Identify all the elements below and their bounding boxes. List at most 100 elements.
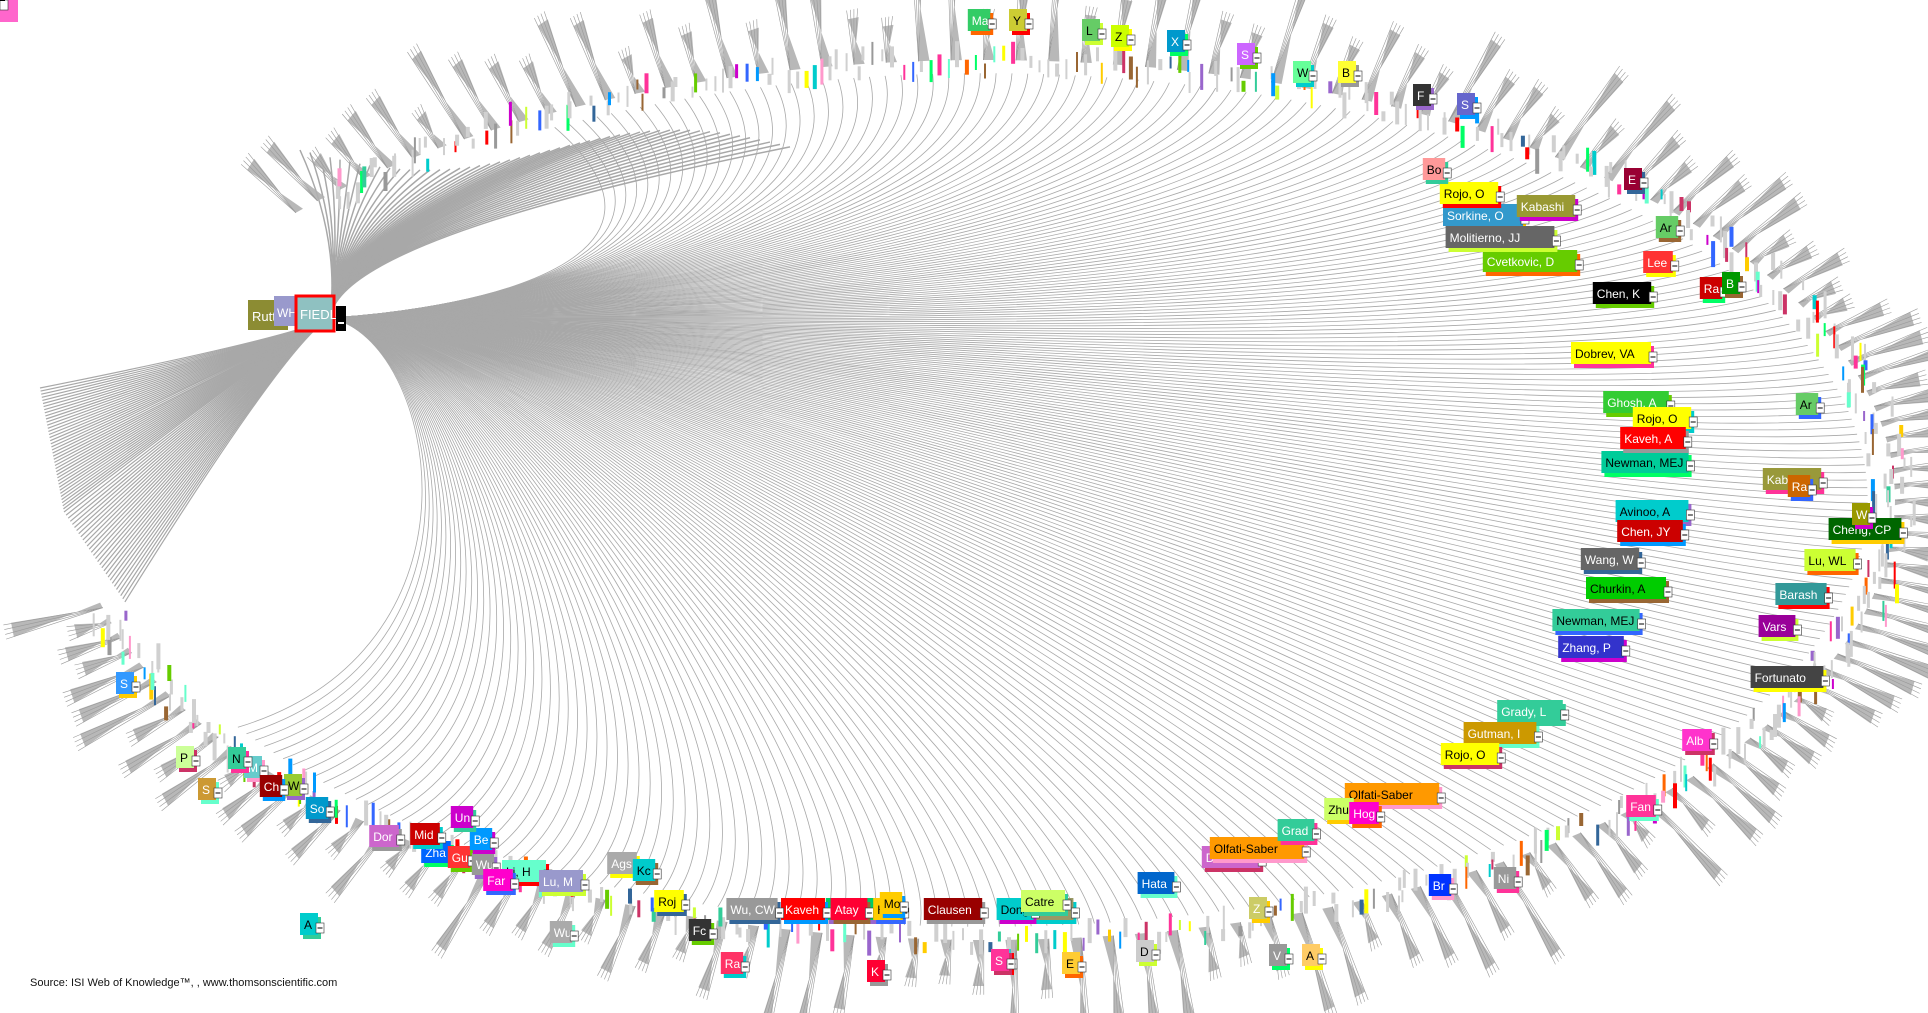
author-node-box[interactable]	[1111, 25, 1129, 47]
author-node[interactable]: Hog	[1349, 802, 1386, 828]
author-node-box[interactable]	[1463, 722, 1537, 744]
author-node-box[interactable]	[116, 672, 134, 694]
author-node-box[interactable]	[923, 898, 983, 920]
author-node-box[interactable]	[1580, 548, 1640, 570]
author-node[interactable]: L	[1082, 19, 1107, 45]
author-node-box[interactable]	[305, 797, 329, 819]
author-node-box[interactable]	[688, 919, 712, 941]
author-node[interactable]: S	[116, 672, 141, 698]
author-node[interactable]: Kaveh, A	[1620, 427, 1693, 453]
root-focus-box[interactable]	[294, 294, 336, 333]
author-node[interactable]: K	[867, 960, 892, 986]
author-node-box[interactable]	[1293, 61, 1311, 83]
author-node[interactable]: Wang, W	[1580, 548, 1646, 574]
author-node[interactable]: E	[1624, 168, 1649, 194]
author-node-box[interactable]	[1722, 272, 1740, 294]
author-node-box[interactable]	[1601, 451, 1689, 473]
author-node-box[interactable]	[1852, 503, 1870, 525]
author-node[interactable]: S	[198, 778, 223, 804]
author-node-box[interactable]	[1571, 342, 1651, 364]
author-node-box[interactable]	[1643, 251, 1673, 273]
author-node[interactable]: Kaveh	[781, 898, 832, 924]
author-node-box[interactable]	[1440, 743, 1500, 765]
author-node[interactable]: Fc	[688, 919, 718, 945]
author-node[interactable]: W	[1293, 61, 1318, 87]
author-node[interactable]: Lu, M	[539, 870, 590, 896]
author-node[interactable]: Fortunato	[1750, 666, 1830, 692]
author-node[interactable]: Lu, WL	[1804, 549, 1862, 575]
author-node[interactable]: Ra	[720, 952, 750, 978]
author-node[interactable]: Kc	[632, 859, 662, 885]
author-node-box[interactable]	[1344, 783, 1440, 805]
author-node[interactable]: Be	[469, 828, 499, 854]
author-node[interactable]: Ar	[1795, 393, 1825, 419]
author-node-box[interactable]	[1422, 158, 1446, 180]
author-node[interactable]: Fan	[1626, 795, 1663, 821]
author-node-box[interactable]	[1482, 250, 1578, 272]
author-node[interactable]: Clausen	[923, 898, 989, 924]
author-node-box[interactable]	[1237, 43, 1255, 65]
author-node-box[interactable]	[1493, 867, 1517, 889]
author-node[interactable]: B	[1338, 61, 1363, 87]
author-node-box[interactable]	[1624, 168, 1642, 190]
author-node-box[interactable]	[198, 778, 216, 800]
author-node-box[interactable]	[1558, 636, 1624, 658]
author-node-box[interactable]	[1804, 549, 1856, 571]
author-node[interactable]: Z	[1111, 25, 1136, 51]
author-node-box[interactable]	[1516, 195, 1576, 217]
author-node-box[interactable]	[1787, 475, 1811, 497]
author-node-box[interactable]	[549, 921, 573, 943]
author-node-box[interactable]	[1277, 819, 1315, 841]
author-node[interactable]: Chen, K	[1592, 282, 1658, 308]
author-node[interactable]: Mo	[879, 892, 909, 918]
author-node[interactable]: Far	[483, 869, 520, 895]
author-node-box[interactable]	[781, 898, 825, 920]
author-node[interactable]: Churkin, A	[1586, 577, 1673, 603]
author-node-box[interactable]	[1758, 615, 1796, 637]
author-node[interactable]: F	[1413, 84, 1438, 110]
author-node-box[interactable]	[1021, 890, 1065, 912]
author-node-box[interactable]	[369, 825, 399, 847]
author-node[interactable]: S	[991, 949, 1016, 975]
author-node[interactable]: A	[300, 913, 325, 939]
author-node-box[interactable]	[607, 852, 637, 874]
author-node-box[interactable]	[1682, 729, 1712, 751]
author-node-box[interactable]	[1445, 226, 1555, 248]
author-node-box[interactable]	[410, 823, 440, 845]
author-node-box[interactable]	[1249, 897, 1267, 919]
author-node[interactable]: Kabashi	[1516, 195, 1582, 221]
author-node[interactable]: Lee	[1643, 251, 1680, 277]
author-node[interactable]: A	[1302, 944, 1327, 970]
author-node[interactable]: Dor	[369, 825, 406, 851]
author-node[interactable]: So	[305, 797, 335, 823]
author-node[interactable]: Rojo, O	[1439, 182, 1505, 208]
author-node-box[interactable]	[539, 870, 583, 892]
root-node[interactable]: Rutt WH FIEDL	[248, 294, 346, 333]
author-node-box[interactable]	[1632, 407, 1692, 429]
author-node-box[interactable]	[447, 846, 471, 868]
author-node-box[interactable]	[967, 9, 991, 31]
author-node-box[interactable]	[1586, 577, 1666, 599]
author-node[interactable]: S	[1237, 43, 1262, 69]
author-node[interactable]: Barash	[1775, 583, 1833, 609]
author-node[interactable]: E	[1062, 952, 1087, 978]
author-node-box[interactable]	[1136, 940, 1154, 962]
author-node[interactable]: Dobrev, VA	[1571, 342, 1658, 368]
author-node[interactable]: Y	[1009, 9, 1034, 35]
author-node-box[interactable]	[1795, 393, 1819, 415]
author-node[interactable]: Grad	[1277, 819, 1321, 845]
author-node-box[interactable]	[830, 898, 868, 920]
author-node[interactable]: Ma	[967, 9, 997, 35]
author-node[interactable]: Wu	[549, 921, 579, 947]
author-node[interactable]: Ch	[259, 775, 289, 801]
author-node[interactable]: Mid	[410, 823, 447, 849]
author-node[interactable]: P	[176, 746, 201, 772]
author-node[interactable]: Atay	[830, 898, 874, 924]
author-node[interactable]: Ra	[1787, 475, 1817, 501]
author-node[interactable]: Wu, CW	[726, 898, 784, 924]
author-node-box[interactable]	[259, 775, 283, 797]
author-node-box[interactable]	[1439, 182, 1499, 204]
author-node[interactable]: V	[1269, 944, 1294, 970]
author-node[interactable]: Newman, MEJ	[1552, 609, 1646, 635]
author-node-box[interactable]	[1269, 944, 1287, 966]
